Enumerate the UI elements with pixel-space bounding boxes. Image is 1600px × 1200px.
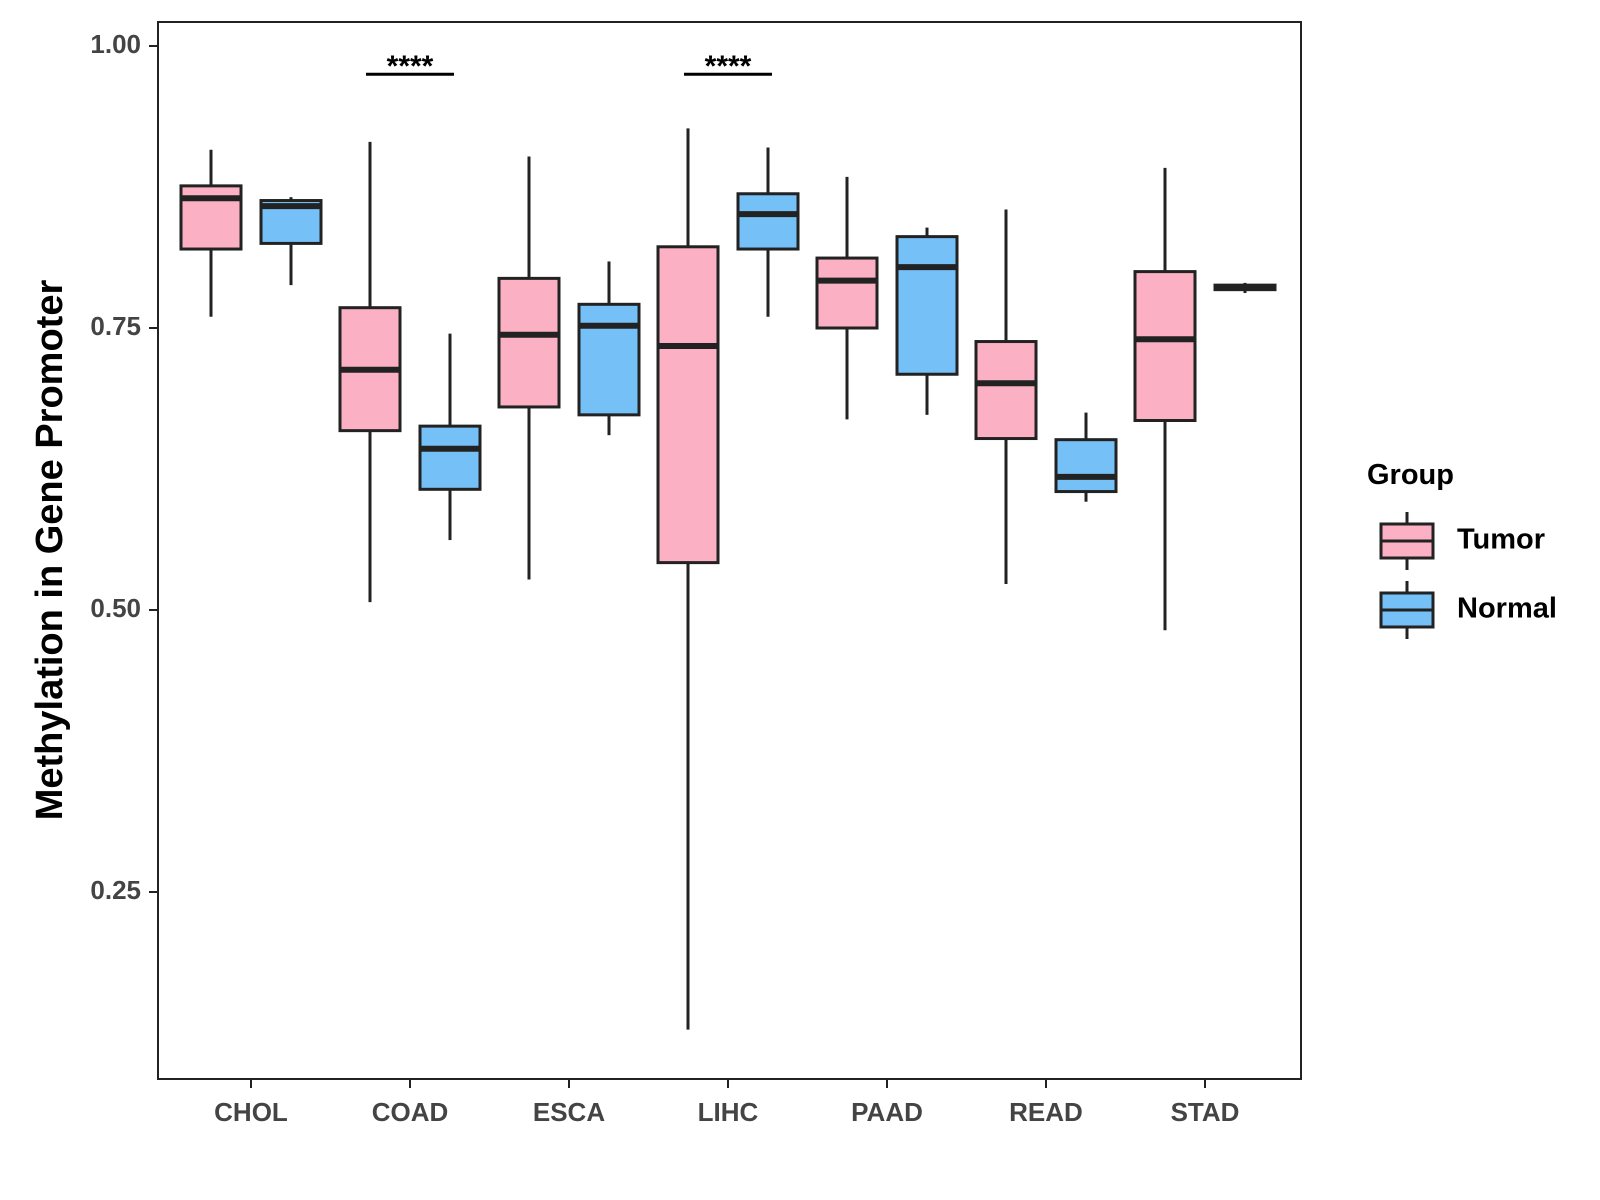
x-tick-label: STAD bbox=[1171, 1097, 1240, 1127]
iqr-box bbox=[895, 235, 959, 376]
iqr-box bbox=[1133, 270, 1197, 422]
box-normal-lihc bbox=[736, 147, 800, 317]
box-tumor-read bbox=[974, 209, 1038, 585]
box-normal-coad bbox=[418, 333, 482, 541]
x-tick-label: CHOL bbox=[214, 1097, 288, 1127]
x-tick-label: COAD bbox=[372, 1097, 449, 1127]
y-tick-label: 0.75 bbox=[90, 311, 141, 341]
significance-lihc: **** bbox=[684, 50, 772, 83]
x-tick-label: PAAD bbox=[851, 1097, 923, 1127]
iqr-box bbox=[974, 340, 1038, 441]
box-tumor-esca bbox=[497, 156, 561, 580]
box-normal-esca bbox=[577, 261, 641, 436]
plot-marks: **** **** bbox=[179, 50, 1277, 1030]
iqr-box bbox=[1054, 438, 1118, 494]
iqr-box bbox=[577, 302, 641, 417]
box-normal-stad bbox=[1213, 282, 1277, 294]
box-tumor-coad bbox=[338, 141, 402, 603]
box-normal-chol bbox=[259, 197, 323, 286]
plot-panel-border bbox=[157, 21, 1302, 1080]
box-tumor-lihc bbox=[656, 128, 720, 1030]
x-axis: CHOL COAD ESCA LIHC PAAD READ STAD bbox=[214, 1079, 1239, 1127]
box-normal-read bbox=[1054, 412, 1118, 502]
iqr-box bbox=[497, 276, 561, 409]
x-tick-label: READ bbox=[1009, 1097, 1083, 1127]
legend-item-normal: Normal bbox=[1379, 581, 1557, 639]
box-tumor-paad bbox=[815, 176, 879, 420]
y-tick-label: 0.50 bbox=[90, 593, 141, 623]
y-axis: 0.25 0.50 0.75 1.00 bbox=[90, 29, 158, 905]
x-tick-label: LIHC bbox=[698, 1097, 759, 1127]
significance-label: **** bbox=[387, 50, 434, 83]
legend-title: Group bbox=[1367, 459, 1454, 491]
y-tick-label: 1.00 bbox=[90, 29, 141, 59]
legend-label: Normal bbox=[1457, 593, 1557, 625]
legend-item-tumor: Tumor bbox=[1379, 512, 1545, 570]
iqr-box bbox=[815, 256, 879, 330]
y-tick-label: 0.25 bbox=[90, 875, 141, 905]
legend-label: Tumor bbox=[1457, 524, 1545, 556]
box-tumor-stad bbox=[1133, 167, 1197, 631]
box-tumor-chol bbox=[179, 149, 243, 317]
significance-label: **** bbox=[705, 50, 752, 83]
box-normal-paad bbox=[895, 227, 959, 415]
significance-coad: **** bbox=[366, 50, 454, 83]
iqr-box bbox=[736, 192, 800, 251]
x-tick-label: ESCA bbox=[533, 1097, 605, 1127]
iqr-box bbox=[656, 245, 720, 565]
y-axis-title: Methylation in Gene Promoter bbox=[29, 280, 71, 821]
legend: Group Tumor Normal bbox=[1367, 459, 1557, 639]
iqr-box bbox=[418, 424, 482, 491]
